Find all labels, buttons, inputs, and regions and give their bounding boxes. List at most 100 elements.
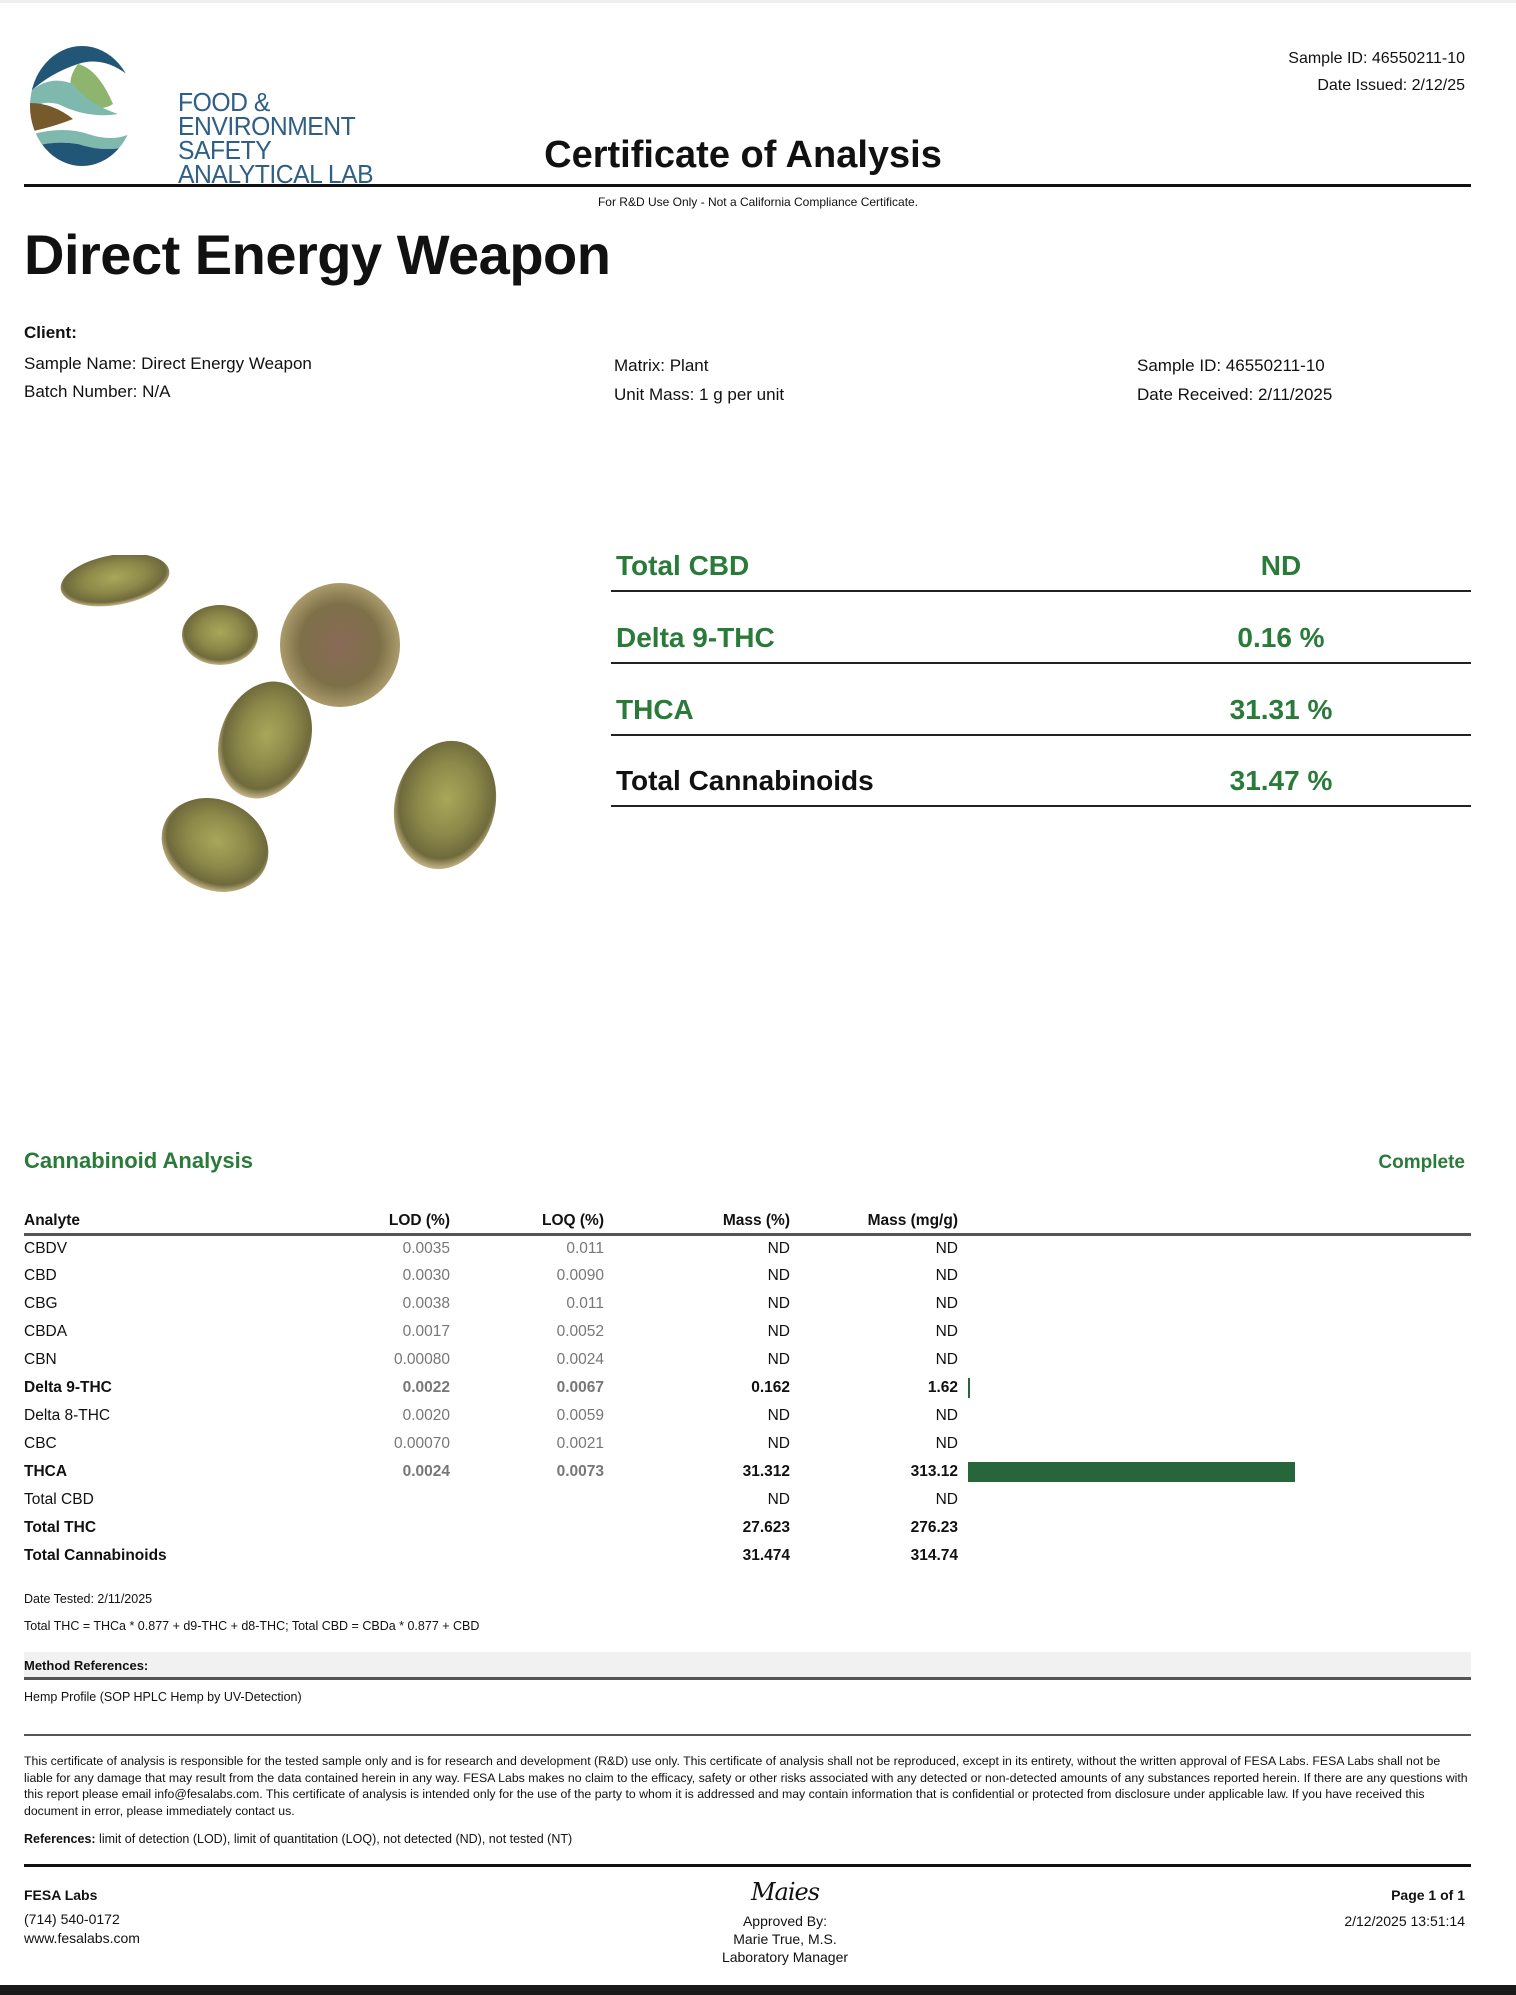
product-photo [60, 555, 497, 892]
table-row: CBC 0.00070 0.0021 ND ND [24, 1430, 1471, 1458]
mass-bar-cell [958, 1234, 1471, 1262]
mass-pct-cell: ND [767, 1435, 790, 1452]
header-sample-id: Sample ID: 46550211-10 [1288, 50, 1465, 67]
loq-cell: 0.0073 [556, 1463, 604, 1480]
table-row: CBG 0.0038 0.011 ND ND [24, 1290, 1471, 1318]
mass-bar-cell [958, 1262, 1471, 1290]
mass-pct-cell: ND [767, 1239, 790, 1257]
mass-mg-cell: ND [935, 1491, 958, 1508]
mass-bar-cell [958, 1318, 1471, 1346]
legal-divider [24, 1734, 1471, 1736]
sample-name: Sample Name: Direct Energy Weapon [24, 354, 312, 373]
table-row: CBN 0.00080 0.0024 ND ND [24, 1346, 1471, 1374]
loq-cell: 0.0052 [556, 1323, 604, 1340]
summary-row-thca: THCA 31.31 % [611, 688, 1471, 736]
approver-name: Marie True, M.S. [733, 1931, 837, 1947]
mass-pct-cell: ND [767, 1267, 790, 1284]
loq-cell: 0.011 [566, 1295, 604, 1312]
mass-bar-cell [958, 1402, 1471, 1430]
logo-emblem-icon [30, 46, 134, 166]
loq-cell: 0.011 [566, 1239, 604, 1257]
summary-value: 31.47 % [1229, 765, 1333, 796]
mass-mg-cell: ND [935, 1351, 958, 1368]
mass-bar-cell [958, 1486, 1471, 1514]
lod-cell: 0.0024 [402, 1463, 450, 1480]
total-formula: Total THC = THCa * 0.877 + d9-THC + d8-T… [24, 1619, 480, 1633]
summary-label: Total CBD [616, 550, 750, 581]
page-number: Page 1 of 1 [1391, 1887, 1465, 1903]
footer-divider [24, 1864, 1471, 1867]
mass-mg-cell: 313.12 [910, 1463, 958, 1480]
date-received: Date Received: 2/11/2025 [1137, 385, 1333, 404]
client-label: Client: [24, 323, 77, 342]
table-header-row: Analyte LOD (%) LOQ (%) Mass (%) Mass (m… [24, 1210, 1471, 1236]
mass-pct-cell: ND [767, 1295, 790, 1312]
analysis-status: Complete [1378, 1152, 1465, 1173]
col-mass-mg: Mass (mg/g) [790, 1210, 958, 1236]
mass-bar-cell [958, 1430, 1471, 1458]
summary-row-total-cbd: Total CBD ND [611, 544, 1471, 592]
analyte-cell: CBG [24, 1295, 58, 1312]
lod-cell: 0.00070 [393, 1435, 450, 1452]
summary-value: 0.16 % [1237, 622, 1325, 653]
footer-company: FESA Labs [24, 1887, 98, 1903]
lod-cell: 0.0030 [402, 1267, 450, 1284]
approved-by-label: Approved By: [742, 1913, 828, 1929]
mass-mg-cell: 276.23 [910, 1519, 958, 1536]
loq-cell [450, 1486, 604, 1514]
loq-cell: 0.0090 [556, 1267, 604, 1284]
mass-bar-cell [958, 1458, 1471, 1486]
lod-cell: 0.00080 [393, 1351, 450, 1368]
analyte-cell: Total CBD [24, 1491, 94, 1508]
footer-phone: (714) 540-0172 [24, 1911, 120, 1927]
method-references-label: Method References: [24, 1658, 149, 1673]
table-row: CBDV 0.0035 0.011 ND ND [24, 1234, 1471, 1262]
loq-cell [450, 1542, 604, 1570]
fesa-logo: FOOD & ENVIRONMENT SAFETY ANALYTICAL LAB [18, 44, 388, 187]
analyte-cell: CBD [24, 1267, 57, 1284]
analyte-cell: THCA [24, 1463, 68, 1480]
table-row: Delta 9-THC 0.0022 0.0067 0.162 1.62 [24, 1374, 1471, 1402]
logo-line: SAFETY [178, 135, 272, 165]
mass-pct-cell: ND [767, 1323, 790, 1340]
col-mass-pct: Mass (%) [604, 1210, 790, 1236]
summary-label: THCA [616, 694, 694, 725]
analyte-cell: CBN [24, 1351, 57, 1368]
mass-mg-cell: ND [935, 1435, 958, 1452]
lod-cell: 0.0035 [402, 1239, 450, 1257]
col-lod: LOD (%) [274, 1210, 450, 1236]
analyte-cell: Delta 8-THC [24, 1407, 111, 1424]
logo-line: FOOD & [178, 87, 270, 117]
logo-line: ANALYTICAL LAB [178, 159, 374, 189]
col-loq: LOQ (%) [450, 1210, 604, 1236]
top-edge [0, 0, 1516, 3]
lod-cell [274, 1486, 450, 1514]
mass-pct-cell: 31.312 [742, 1463, 790, 1480]
client-sample-id: Sample ID: 46550211-10 [1137, 356, 1325, 375]
method-references-header: Method References: [24, 1652, 1471, 1680]
mass-pct-cell: ND [767, 1491, 790, 1508]
logo-line: ENVIRONMENT [178, 111, 356, 141]
header-date-issued: Date Issued: 2/12/25 [1317, 77, 1465, 94]
footer-website[interactable]: www.fesalabs.com [24, 1930, 140, 1946]
analyte-cell: CBDV [24, 1239, 68, 1257]
mass-mg-cell: ND [935, 1239, 958, 1257]
loq-cell [450, 1514, 604, 1542]
mass-bar [968, 1462, 1295, 1482]
certificate-title: Certificate of Analysis [544, 134, 942, 176]
mass-bar-cell [958, 1346, 1471, 1374]
loq-cell: 0.0021 [556, 1435, 604, 1452]
summary-row-total-cannabinoids: Total Cannabinoids 31.47 % [611, 759, 1471, 807]
references-label: References: [24, 1832, 96, 1846]
summary-row-delta9-thc: Delta 9-THC 0.16 % [611, 616, 1471, 664]
summary-label: Delta 9-THC [616, 622, 775, 653]
report-timestamp: 2/12/2025 13:51:14 [1344, 1913, 1465, 1929]
unit-mass: Unit Mass: 1 g per unit [614, 385, 785, 404]
mass-mg-cell: ND [935, 1295, 958, 1312]
approver-signature: Maies [750, 1878, 820, 1906]
lod-cell: 0.0020 [402, 1407, 450, 1424]
mass-pct-cell: 31.474 [742, 1547, 790, 1564]
col-analyte: Analyte [24, 1210, 274, 1236]
batch-number: Batch Number: N/A [24, 382, 171, 401]
loq-cell: 0.0024 [556, 1351, 604, 1368]
